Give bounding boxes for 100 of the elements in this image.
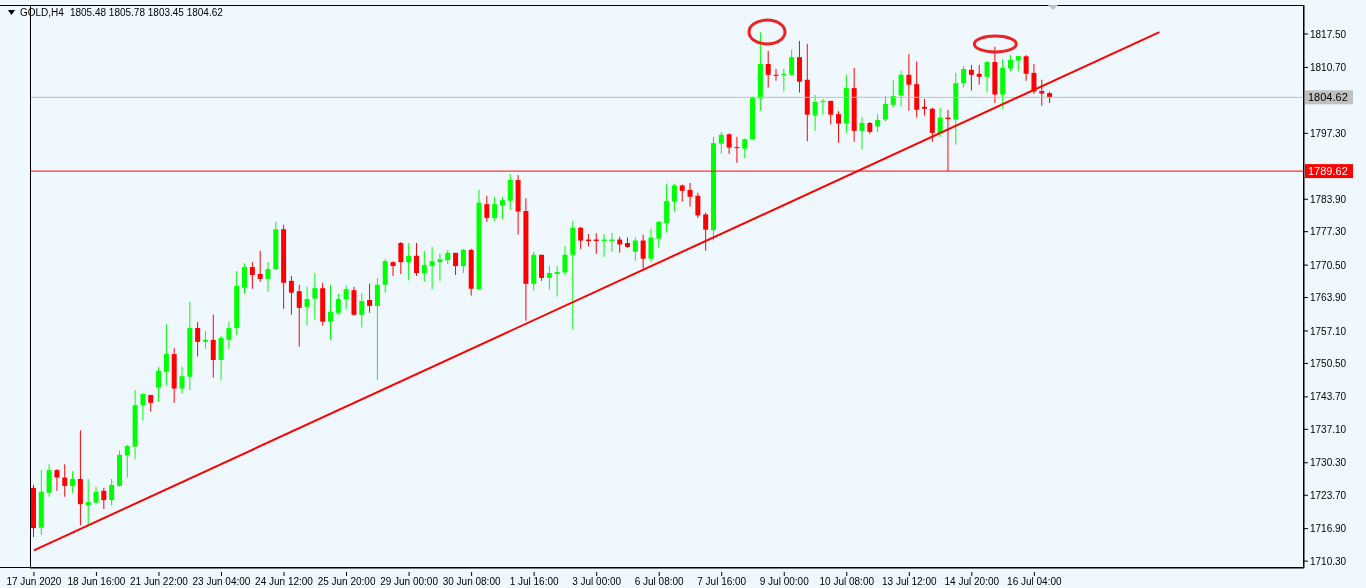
y-tick-label: 1757.10 — [1310, 325, 1347, 337]
candlestick — [421, 250, 427, 283]
y-tick-label: 1716.90 — [1310, 523, 1347, 535]
candlestick — [210, 314, 216, 379]
x-tick-label: 7 Jul 16:00 — [697, 576, 747, 587]
candlestick — [343, 285, 349, 310]
y-tick-label: 1797.30 — [1310, 127, 1347, 139]
candlestick — [257, 250, 263, 283]
candlestick — [367, 283, 373, 314]
ref-line-label: 1789.62 — [1308, 165, 1348, 178]
candlestick — [156, 366, 162, 403]
candlestick — [656, 220, 662, 249]
x-tick-label: 17 Jun 2020 — [6, 576, 62, 587]
x-tick-label: 16 Jul 04:00 — [1007, 576, 1063, 587]
candlestick — [492, 196, 498, 222]
candlestick — [961, 65, 967, 89]
candlestick — [968, 64, 974, 92]
candlestick — [242, 262, 248, 295]
candlestick — [398, 241, 404, 275]
candlestick — [226, 321, 232, 350]
candlestick — [984, 60, 990, 94]
candlestick — [312, 272, 318, 321]
candlestick — [734, 136, 740, 164]
y-tick-label: 1737.10 — [1310, 423, 1347, 435]
candlestick — [578, 226, 584, 250]
candlestick — [664, 182, 670, 234]
y-tick-label: 1743.70 — [1310, 391, 1347, 403]
candlestick — [195, 321, 201, 358]
y-tick-label: 1770.50 — [1310, 259, 1347, 271]
candlestick — [413, 242, 419, 277]
x-tick-label: 9 Jul 00:00 — [759, 576, 810, 587]
candlestick — [390, 260, 396, 277]
candlestick — [820, 98, 826, 116]
y-tick-label: 1817.50 — [1310, 28, 1347, 40]
candlestick — [265, 261, 271, 293]
y-tick-label: 1810.70 — [1310, 62, 1347, 73]
y-tick-label: 1763.90 — [1310, 292, 1347, 304]
candlestick — [304, 286, 310, 327]
candlestick — [562, 245, 568, 276]
candlestick — [703, 212, 709, 252]
candlestick — [976, 64, 982, 86]
candlestick — [742, 137, 748, 159]
x-tick-label: 10 Jul 08:00 — [819, 576, 875, 587]
x-tick-label: 6 Jul 08:00 — [634, 576, 685, 587]
candlestick — [179, 366, 185, 394]
y-tick-label: 1783.90 — [1310, 193, 1347, 205]
candlestick — [62, 463, 68, 498]
candlestick — [687, 182, 693, 208]
y-tick-label: 1750.50 — [1310, 358, 1347, 369]
ref-line-label: 1804.62 — [1308, 91, 1348, 104]
y-tick-label: 1730.30 — [1310, 457, 1347, 469]
candlestick — [406, 242, 412, 281]
candlestick — [296, 284, 302, 348]
candlestick — [765, 50, 771, 89]
x-tick-label: 3 Jul 00:00 — [572, 576, 622, 587]
candlestick — [46, 463, 52, 498]
candlestick — [773, 68, 779, 82]
x-tick-label: 14 Jul 20:00 — [944, 576, 1000, 587]
candlestick — [812, 94, 818, 132]
candlestick — [101, 487, 107, 510]
candlestick — [429, 246, 435, 290]
x-tick-label: 23 Jun 04:00 — [192, 576, 251, 587]
candlestick — [671, 182, 677, 213]
candlestick — [1023, 54, 1029, 82]
candlestick — [882, 95, 888, 123]
candlestick — [484, 195, 490, 223]
candlestick — [726, 132, 732, 155]
candlestick — [718, 131, 724, 154]
candlestick — [163, 323, 169, 386]
candlestick — [539, 254, 545, 282]
candlestick — [499, 196, 505, 220]
candlestick — [937, 107, 943, 138]
candlestick — [218, 335, 224, 381]
candlestick — [288, 275, 294, 316]
candlestick — [249, 261, 255, 290]
candlestick — [1039, 79, 1045, 107]
candlestick — [124, 444, 130, 479]
x-tick-label: 29 Jun 00:00 — [380, 576, 439, 587]
candlestick — [328, 284, 334, 341]
candlestick — [382, 258, 388, 294]
candlestick — [374, 277, 380, 381]
chart-subtitle: 1805.48 1805.78 1803.45 1804.62 — [69, 7, 223, 18]
candlestick — [836, 110, 842, 144]
candlestick — [648, 228, 654, 263]
x-tick-label: 1 Jul 16:00 — [509, 576, 560, 587]
candlestick — [335, 293, 341, 316]
candlestick — [359, 292, 365, 329]
candlestick — [460, 248, 466, 274]
candlestick — [109, 478, 115, 507]
x-tick-label: 25 Jun 20:00 — [317, 576, 376, 587]
y-tick-label: 1777.30 — [1310, 226, 1347, 238]
candlestick — [54, 468, 60, 492]
candlestick — [890, 79, 896, 109]
candlestick — [437, 253, 443, 282]
candlestick — [70, 470, 76, 494]
candlestick — [898, 70, 904, 108]
candlestick — [695, 192, 701, 219]
candlestick — [640, 234, 646, 270]
candlestick — [859, 116, 865, 151]
y-tick-label: 1723.70 — [1310, 489, 1347, 501]
